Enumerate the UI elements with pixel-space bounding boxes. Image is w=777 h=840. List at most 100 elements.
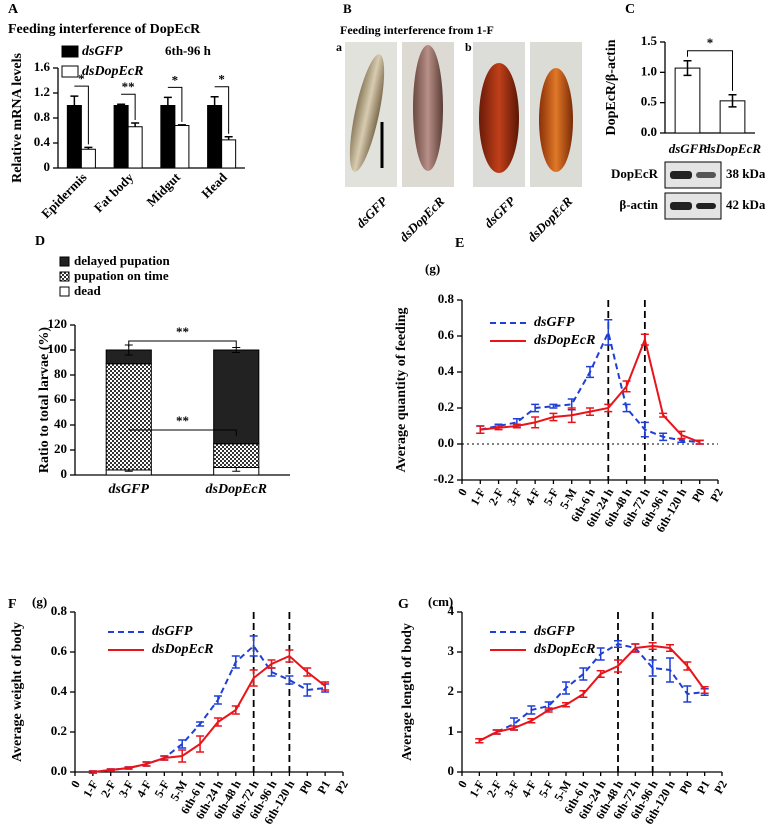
y-axis-label: Average length of body [400, 623, 415, 761]
error-bar [84, 146, 93, 150]
error-bar [659, 412, 668, 418]
error-bar [562, 681, 570, 695]
x-tick-label: 3-F [504, 486, 525, 508]
bar [66, 105, 82, 169]
bar [80, 148, 96, 169]
blot-band [670, 202, 692, 210]
y-tick-label: 1.0 [641, 63, 657, 78]
error-bar [231, 705, 240, 715]
x-tick-label: dsGFP [669, 141, 708, 156]
error-bar [249, 669, 258, 687]
y-tick-label: 1.2 [34, 84, 50, 99]
significance-bracket [214, 86, 230, 134]
panel-letter: A [8, 2, 19, 17]
x-tick-label: 3-F [116, 778, 137, 800]
error-bar [683, 661, 692, 671]
legend-label: dsGFP [152, 624, 193, 639]
error-bar [666, 644, 674, 652]
y-tick-label: 0.8 [438, 291, 455, 306]
y-axis-label: DopEcR/β-actin [604, 39, 619, 135]
x-tick-label: 0 [455, 778, 470, 790]
legend-label: dead [74, 283, 102, 298]
y-tick-label: 0.0 [641, 124, 657, 139]
unit-label: (g) [425, 261, 440, 276]
bar [127, 126, 143, 169]
error-bar [586, 365, 594, 379]
error-bar [267, 659, 276, 669]
significance: ** [122, 79, 135, 94]
y-tick-label: 2 [448, 683, 455, 698]
x-tick-label: 4-F [522, 486, 543, 508]
bar [160, 105, 176, 169]
x-tick-label: P2 [332, 778, 351, 797]
error-bar [666, 657, 674, 683]
panel-letter: B [343, 1, 352, 16]
blot-size: 38 kDa [726, 166, 766, 181]
series-line [478, 644, 706, 742]
error-bar [531, 416, 540, 429]
panel-letter: G [398, 597, 409, 612]
error-bar [303, 667, 312, 677]
error-bar [640, 333, 649, 346]
error-bar [494, 425, 503, 431]
pupa [539, 68, 573, 172]
error-bar [596, 670, 605, 678]
legend-label: dsDopEcR [152, 642, 213, 657]
larva [349, 54, 385, 172]
x-tick-label: P2 [711, 778, 730, 797]
error-bar [88, 770, 97, 774]
error-bar [728, 94, 737, 108]
error-bar [117, 103, 126, 106]
error-bar [178, 749, 187, 763]
error-bar [124, 766, 133, 770]
error-bar [622, 380, 631, 393]
error-bar [604, 319, 613, 346]
x-tick-label: 2-F [484, 778, 505, 800]
error-bar [614, 659, 622, 673]
x-tick-label: dsGFP [109, 482, 150, 497]
x-tick-label: 1-F [467, 486, 488, 508]
photo-label: dsGFP [353, 193, 391, 231]
significance-bracket [128, 429, 237, 436]
y-tick-label: 4 [448, 603, 455, 618]
y-tick-label: 80 [54, 366, 67, 381]
legend-label: dsGFP [534, 624, 575, 639]
error-bar [196, 735, 205, 753]
error-bar [267, 667, 276, 677]
error-bar [177, 124, 186, 126]
error-bar [549, 403, 558, 409]
series-line [480, 336, 701, 444]
y-tick-label: 0 [44, 159, 51, 174]
blot-label: DopEcR [611, 166, 659, 181]
y-tick-label: 0.8 [34, 109, 51, 124]
group-label: b [465, 40, 472, 54]
error-bar [160, 755, 169, 761]
blot-band [696, 203, 716, 209]
error-bar [677, 430, 686, 440]
error-bar [527, 718, 536, 724]
y-axis-label: Relative mRNA levels [10, 53, 25, 183]
error-bar [586, 407, 594, 416]
y-tick-label: 0.0 [438, 435, 454, 450]
y-tick-label: 0.4 [438, 363, 455, 378]
y-tick-label: 0.0 [51, 763, 67, 778]
error-bar [232, 347, 241, 353]
error-bar [70, 95, 79, 106]
y-tick-label: 1 [448, 723, 455, 738]
y-tick-label: 120 [48, 316, 68, 331]
error-bar [604, 403, 613, 413]
error-bar [210, 96, 219, 106]
error-bar [231, 655, 240, 669]
annotation: 6th-96 h [165, 43, 212, 58]
y-tick-label: 3 [448, 643, 455, 658]
legend-label: delayed pupation [74, 253, 170, 268]
error-bar [527, 705, 536, 715]
x-tick-label: Fat body [91, 169, 137, 215]
error-bar [567, 407, 576, 424]
y-tick-label: 0.4 [34, 134, 51, 149]
error-bar [683, 60, 692, 77]
x-tick-label: P0 [296, 778, 315, 797]
error-bar [196, 721, 205, 727]
y-tick-label: 40 [54, 416, 67, 431]
